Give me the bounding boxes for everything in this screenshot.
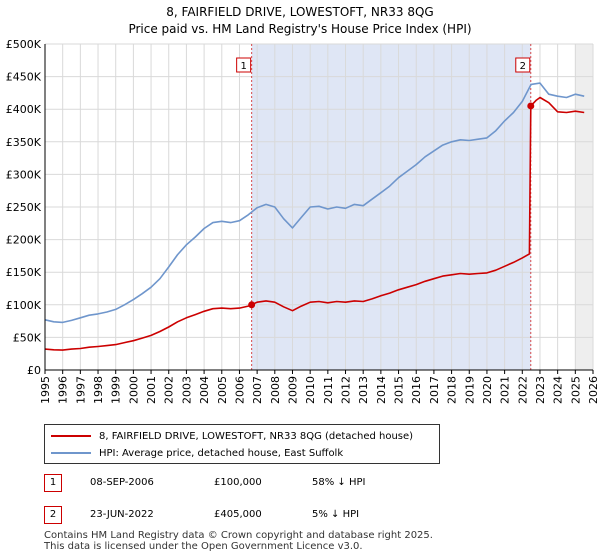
y-tick-label: £400K bbox=[6, 103, 42, 116]
x-tick-label: 1998 bbox=[92, 376, 105, 404]
chart-title-line2: Price paid vs. HM Land Registry's House … bbox=[128, 22, 472, 36]
x-tick-label: 2018 bbox=[446, 376, 459, 404]
x-tick-label: 2006 bbox=[233, 376, 246, 404]
footer: Contains HM Land Registry data © Crown c… bbox=[44, 530, 433, 552]
x-tick-label: 1997 bbox=[74, 376, 87, 404]
x-tick-label: 2016 bbox=[410, 376, 423, 404]
legend-line-hpi bbox=[51, 452, 91, 454]
sale-point bbox=[248, 301, 256, 309]
x-tick-label: 2017 bbox=[428, 376, 441, 404]
x-tick-label: 2023 bbox=[534, 376, 547, 404]
x-tick-label: 2014 bbox=[375, 376, 388, 404]
price-chart: £0 £50K £100K £150K £200K £250K £300K £350K £400… bbox=[6, 38, 600, 404]
x-tick-label: 2005 bbox=[216, 376, 229, 404]
y-tick-label: £0 bbox=[27, 364, 41, 377]
legend-item-property: 8, FAIRFIELD DRIVE, LOWESTOFT, NR33 8QG … bbox=[51, 428, 413, 444]
x-tick-label: 1995 bbox=[39, 376, 52, 404]
legend-line-property bbox=[51, 435, 91, 437]
x-tick-label: 2007 bbox=[251, 376, 264, 404]
x-tick-label: 2025 bbox=[569, 376, 582, 404]
sale-hpi-diff: 58% ↓ HPI bbox=[312, 477, 366, 488]
x-tick-label: 2012 bbox=[340, 376, 353, 404]
sale-row: 2 23-JUN-2022 £405,000 5% ↓ HPI bbox=[44, 506, 564, 526]
chart-title-line1: 8, FAIRFIELD DRIVE, LOWESTOFT, NR33 8QG bbox=[166, 5, 434, 19]
x-tick-label: 2008 bbox=[269, 376, 282, 404]
sale-row: 1 08-SEP-2006 £100,000 58% ↓ HPI bbox=[44, 474, 564, 494]
sale-marker-label: 2 bbox=[520, 61, 526, 72]
y-tick-label: £250K bbox=[6, 201, 42, 214]
y-tick-label: £350K bbox=[6, 136, 42, 149]
sale-price: £100,000 bbox=[214, 477, 262, 488]
sale-marker-label: 1 bbox=[240, 61, 246, 72]
y-tick-label: £500K bbox=[6, 38, 42, 51]
y-tick-label: £300K bbox=[6, 168, 42, 181]
y-tick-label: £150K bbox=[6, 266, 42, 279]
x-tick-label: 1999 bbox=[110, 376, 123, 404]
x-tick-label: 2010 bbox=[304, 376, 317, 404]
legend: 8, FAIRFIELD DRIVE, LOWESTOFT, NR33 8QG … bbox=[44, 424, 440, 464]
sale-point bbox=[527, 102, 535, 110]
axis-layer: £0 £50K £100K £150K £200K £250K £300K £350K £400… bbox=[6, 38, 600, 404]
legend-label-hpi: HPI: Average price, detached house, East… bbox=[99, 447, 344, 459]
x-tick-label: 1996 bbox=[57, 376, 70, 404]
x-tick-label: 2013 bbox=[357, 376, 370, 404]
sale-date: 08-SEP-2006 bbox=[90, 477, 154, 488]
x-tick-label: 2011 bbox=[322, 376, 335, 404]
sale-date: 23-JUN-2022 bbox=[90, 509, 154, 520]
sale-marker-box bbox=[515, 57, 531, 73]
series-layer bbox=[44, 82, 585, 351]
sale-number-badge: 1 bbox=[44, 474, 62, 492]
x-tick-label: 2004 bbox=[198, 376, 211, 404]
footer-line2: This data is licensed under the Open Gov… bbox=[44, 541, 363, 552]
x-tick-label: 2022 bbox=[516, 376, 529, 404]
sale-price: £405,000 bbox=[214, 509, 262, 520]
x-tick-label: 2009 bbox=[286, 376, 299, 404]
x-tick-label: 2024 bbox=[552, 376, 565, 404]
x-tick-label: 2020 bbox=[481, 376, 494, 404]
legend-label-property: 8, FAIRFIELD DRIVE, LOWESTOFT, NR33 8QG … bbox=[99, 430, 414, 442]
y-tick-label: £200K bbox=[6, 234, 42, 247]
y-tick-label: £100K bbox=[6, 299, 42, 312]
x-tick-label: 2001 bbox=[145, 376, 158, 404]
y-tick-label: £450K bbox=[6, 71, 42, 84]
sale-marker-box bbox=[236, 57, 252, 73]
hpi-series-line bbox=[44, 82, 585, 324]
footer-line1: Contains HM Land Registry data © Crown c… bbox=[44, 530, 433, 541]
chart-title: 8, FAIRFIELD DRIVE, LOWESTOFT, NR33 8QG … bbox=[0, 4, 600, 38]
property-series-line bbox=[44, 96, 585, 351]
x-tick-label: 2019 bbox=[463, 376, 476, 404]
x-tick-label: 2021 bbox=[499, 376, 512, 404]
x-tick-label: 2003 bbox=[180, 376, 193, 404]
sale-number-badge: 2 bbox=[44, 506, 62, 524]
x-tick-label: 2002 bbox=[163, 376, 176, 404]
x-tick-label: 2015 bbox=[393, 376, 406, 404]
y-tick-label: £50K bbox=[13, 331, 42, 344]
legend-item-hpi: HPI: Average price, detached house, East… bbox=[51, 445, 343, 461]
x-tick-label: 2000 bbox=[127, 376, 140, 404]
sale-hpi-diff: 5% ↓ HPI bbox=[312, 509, 360, 520]
x-tick-label: 2026 bbox=[587, 376, 600, 404]
